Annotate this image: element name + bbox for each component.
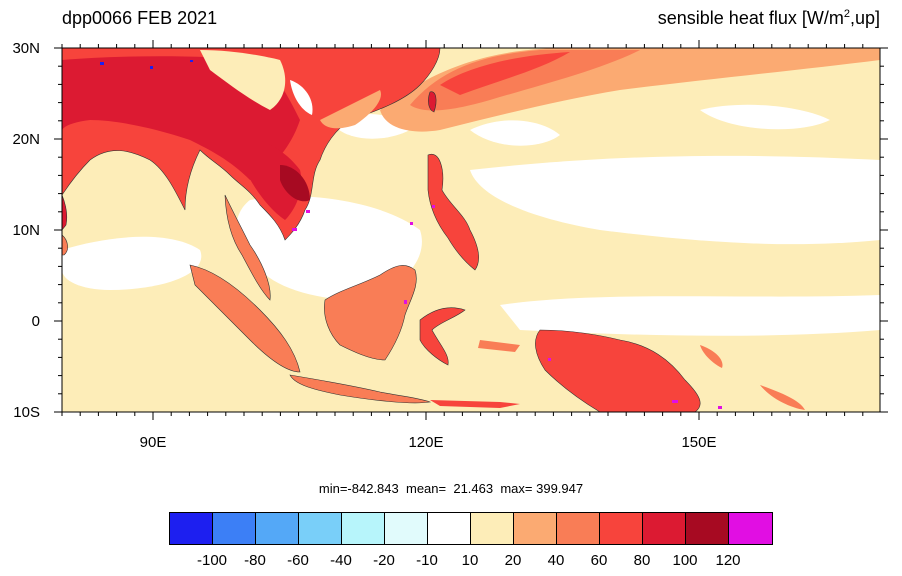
low-flux-region xyxy=(470,120,560,146)
colorbar xyxy=(169,512,773,545)
plot-title: dpp0066 FEB 2021 xyxy=(62,8,218,28)
land-coast xyxy=(320,90,381,129)
land-srilanka xyxy=(62,234,68,256)
statistics-line: min=-842.843 mean= 21.463 max= 399.947 xyxy=(0,481,902,496)
colorbar-label: -10 xyxy=(416,552,438,569)
lat-label-0: 0 xyxy=(31,313,40,330)
land-sunda xyxy=(430,400,520,408)
colorbar-swatch xyxy=(213,513,256,544)
lat-label-30n: 30N xyxy=(12,40,40,57)
colorbar-label: -80 xyxy=(244,552,266,569)
lat-label-20n: 20N xyxy=(12,131,40,148)
colorbar-label: 60 xyxy=(590,552,608,569)
colorbar-label: 80 xyxy=(633,552,651,569)
flux-patch xyxy=(440,52,570,95)
colorbar-label: 40 xyxy=(547,552,565,569)
low-flux-region xyxy=(700,104,830,130)
colorbar-swatch xyxy=(514,513,557,544)
land-islands xyxy=(478,340,805,410)
lat-label-10s: 10S xyxy=(13,404,40,421)
colorbar-label: -100 xyxy=(196,552,228,569)
colorbar-label: 10 xyxy=(461,552,479,569)
land-sumatra xyxy=(189,264,301,373)
colorbar-swatch xyxy=(428,513,471,544)
negative-values xyxy=(100,60,193,69)
axis-ticks xyxy=(54,40,888,420)
land-lowflux xyxy=(200,50,286,110)
land-new-guinea xyxy=(535,329,701,412)
low-flux-region xyxy=(560,184,690,208)
colorbar-swatch xyxy=(471,513,514,544)
colorbar-swatch xyxy=(643,513,686,544)
land-peninsula xyxy=(224,194,271,301)
colorbar-swatch xyxy=(342,513,385,544)
colorbar-swatch xyxy=(557,513,600,544)
land-highflux xyxy=(240,139,302,220)
flux-patch xyxy=(410,50,640,111)
stat-mean: mean= 21.463 xyxy=(406,481,494,496)
land-taiwan xyxy=(428,91,437,113)
colorbar-swatch xyxy=(170,513,213,544)
stat-max: max= 399.947 xyxy=(500,481,584,496)
colorbar-label: 120 xyxy=(715,552,741,569)
colorbar-swatch xyxy=(256,513,299,544)
colorbar-label: 20 xyxy=(504,552,522,569)
land-india xyxy=(62,194,68,231)
colorbar-swatch xyxy=(600,513,643,544)
colorbar-label: -40 xyxy=(330,552,352,569)
extreme-values xyxy=(292,205,722,409)
lat-label-10n: 10N xyxy=(12,222,40,239)
low-flux-region xyxy=(500,295,880,336)
land-lowflux xyxy=(290,80,313,115)
land-java xyxy=(289,374,432,404)
colorbar-swatch xyxy=(299,513,342,544)
lon-label-120e: 120E xyxy=(408,434,444,451)
stat-min: min=-842.843 xyxy=(318,481,399,496)
land-philippines xyxy=(427,153,479,271)
lon-label-150e: 150E xyxy=(681,434,717,451)
colorbar-label: -20 xyxy=(373,552,395,569)
variable-title: sensible heat flux [W/m2,up] xyxy=(657,8,880,28)
land-sulawesi xyxy=(419,307,466,366)
colorbar-swatch xyxy=(729,513,772,544)
land-highflux xyxy=(280,165,310,202)
colorbar-swatch xyxy=(686,513,729,544)
land-borneo xyxy=(324,265,417,361)
low-flux-region xyxy=(62,236,202,290)
lon-label-90e: 90E xyxy=(139,434,167,451)
colorbar-label: -60 xyxy=(287,552,309,569)
colorbar-label: 100 xyxy=(672,552,698,569)
colorbar-swatch xyxy=(385,513,428,544)
